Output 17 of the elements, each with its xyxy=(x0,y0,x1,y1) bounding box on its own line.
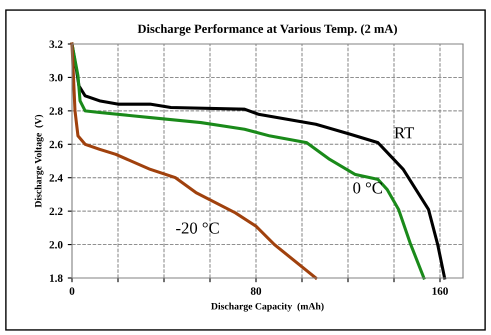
y-axis-title: Discharge Voltage (V) xyxy=(34,114,44,208)
x-tick-label: 160 xyxy=(432,287,448,295)
y-tick-label: 2.4 xyxy=(50,174,63,182)
x-tick-label: 80 xyxy=(250,287,262,295)
y-tick-label: 2.6 xyxy=(50,140,63,148)
y-tick-label: 1.8 xyxy=(50,274,63,282)
series-label: RT xyxy=(394,127,414,138)
chart-title: Discharge Performance at Various Temp. (2 mA) xyxy=(138,24,397,36)
y-tick-label: 2.0 xyxy=(50,241,63,249)
y-tick-label: 2.2 xyxy=(50,208,62,216)
y-tick-label: 3.0 xyxy=(50,74,63,82)
x-tick-label: 0 xyxy=(70,287,74,295)
series-label: -20 °C xyxy=(176,222,219,234)
y-tick-label: 3.2 xyxy=(50,40,62,48)
series-label: 0 °C xyxy=(353,182,382,194)
y-tick-label: 2.8 xyxy=(50,107,63,115)
x-axis-title: Discharge Capacity (mAh) xyxy=(211,302,324,312)
